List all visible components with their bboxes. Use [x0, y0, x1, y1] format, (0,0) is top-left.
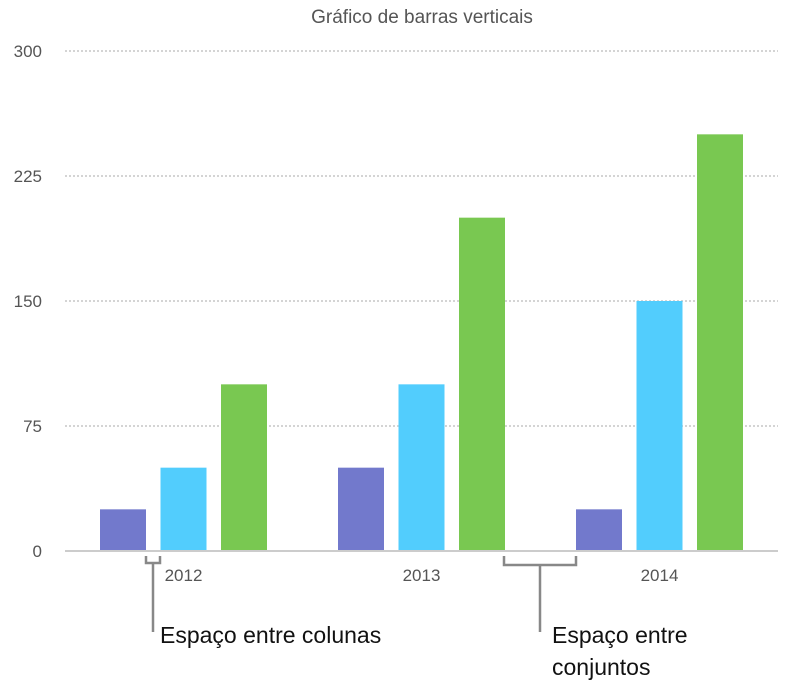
y-tick-label: 225 [14, 167, 42, 186]
bar-2013-series1 [338, 467, 384, 551]
x-tick-label: 2012 [165, 566, 203, 585]
set-gap-label-line1: Espaço entre [552, 622, 688, 648]
bar-2013-series3 [459, 217, 505, 551]
bar-2014-series1 [576, 509, 622, 551]
y-tick-label: 150 [14, 292, 42, 311]
column-gap-label: Espaço entre colunas [160, 622, 381, 648]
bar-2014-series3 [697, 134, 743, 552]
column-gap-bracket [144, 556, 162, 632]
y-tick-label: 300 [14, 42, 42, 61]
bar-2013-series2 [398, 384, 445, 551]
bar-2012-series1 [100, 509, 146, 551]
bar-2014-series2 [636, 301, 683, 551]
bar-2012-series2 [160, 467, 207, 551]
bar-2012-series3 [221, 384, 267, 551]
chart-title: Gráfico de barras verticais [311, 7, 533, 28]
set-gap-bracket [502, 556, 578, 632]
x-tick-label: 2013 [403, 566, 441, 585]
x-tick-label: 2014 [641, 566, 679, 585]
y-tick-label: 0 [33, 542, 42, 561]
set-gap-label-line2: conjuntos [552, 654, 650, 680]
y-tick-label: 75 [23, 417, 42, 436]
